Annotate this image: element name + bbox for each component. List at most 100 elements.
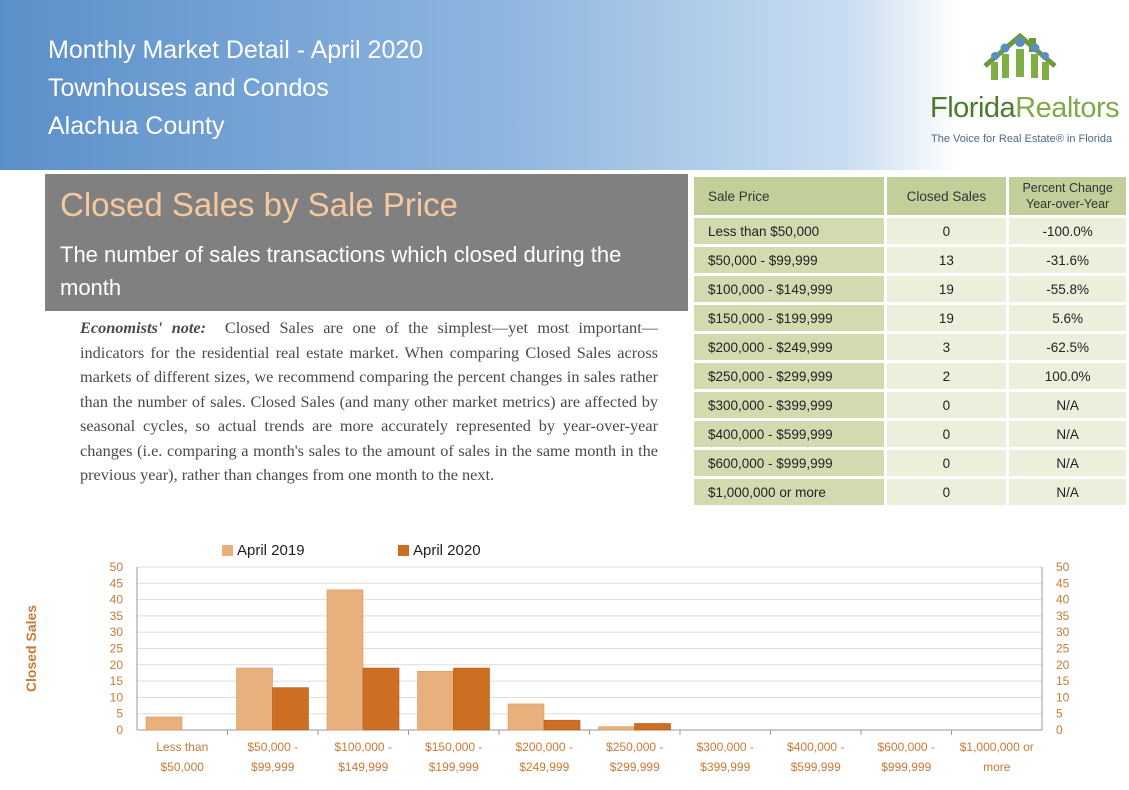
x-tick-label: $99,999 bbox=[251, 760, 295, 774]
section-banner bbox=[45, 174, 688, 311]
people-house-logo-icon bbox=[983, 32, 1057, 80]
y-tick-label-left: 20 bbox=[110, 658, 124, 672]
logo-tagline: The Voice for Real Estate® in Florida bbox=[931, 133, 1113, 145]
x-tick-label: $250,000 - bbox=[606, 740, 663, 754]
y-tick-label-right: 0 bbox=[1056, 723, 1063, 737]
header-closed-sales: Closed Sales bbox=[886, 177, 1007, 215]
x-tick-label: $600,000 - bbox=[878, 740, 935, 754]
cell-percent-change: N/A bbox=[1009, 479, 1126, 505]
y-tick-label-right: 40 bbox=[1056, 593, 1070, 607]
closed-sales-table: Sale Price Closed Sales Percent Change Y… bbox=[691, 174, 1129, 508]
table-row: $150,000 - $199,999 19 5.6% bbox=[694, 305, 1126, 331]
cell-closed-sales: 19 bbox=[886, 305, 1007, 331]
x-tick-label: $400,000 - bbox=[787, 740, 844, 754]
cell-closed-sales: 13 bbox=[886, 247, 1007, 273]
cell-sale-price: $200,000 - $249,999 bbox=[694, 334, 884, 360]
x-tick-label: $300,000 - bbox=[697, 740, 754, 754]
legend-label: April 2019 bbox=[237, 542, 305, 559]
table-row: $100,000 - $149,999 19 -55.8% bbox=[694, 276, 1126, 302]
legend-swatch-april-2020 bbox=[398, 545, 409, 556]
logo-wordmark: FloridaRealtors bbox=[930, 92, 1120, 125]
header-sale-price: Sale Price bbox=[694, 177, 884, 215]
report-header: Monthly Market Detail - April 2020 Townh… bbox=[0, 0, 1129, 170]
y-tick-label-right: 25 bbox=[1056, 642, 1070, 656]
cell-closed-sales: 0 bbox=[886, 479, 1007, 505]
cell-percent-change: -100.0% bbox=[1009, 218, 1126, 244]
bar-april-2020 bbox=[543, 719, 581, 731]
cell-sale-price: $400,000 - $599,999 bbox=[694, 421, 884, 447]
table-row: $200,000 - $249,999 3 -62.5% bbox=[694, 334, 1126, 360]
bar-april-2020 bbox=[453, 667, 490, 731]
y-tick-label-left: 30 bbox=[110, 625, 124, 639]
x-tick-label: $599,999 bbox=[791, 760, 841, 774]
bar-april-2020 bbox=[362, 667, 400, 731]
county-name: Alachua County bbox=[48, 112, 225, 140]
cell-percent-change: 100.0% bbox=[1009, 363, 1126, 389]
x-tick-label: $150,000 - bbox=[425, 740, 482, 754]
table-row: $400,000 - $599,999 0 N/A bbox=[694, 421, 1126, 447]
economists-note: Economists' note: Closed Sales are one o… bbox=[80, 316, 658, 488]
y-tick-label-left: 15 bbox=[110, 674, 124, 688]
cell-sale-price: $1,000,000 or more bbox=[694, 479, 884, 505]
bar-april-2019 bbox=[598, 726, 635, 731]
x-tick-label: $1,000,000 or bbox=[960, 740, 1034, 754]
table-row: Less than $50,000 0 -100.0% bbox=[694, 218, 1126, 244]
y-axis-label: Closed Sales bbox=[23, 605, 39, 692]
cell-percent-change: 5.6% bbox=[1009, 305, 1126, 331]
cell-percent-change: -62.5% bbox=[1009, 334, 1126, 360]
x-tick-label: $50,000 - bbox=[247, 740, 298, 754]
cell-percent-change: -31.6% bbox=[1009, 247, 1126, 273]
y-tick-label-right: 10 bbox=[1056, 690, 1070, 704]
bar-april-2019 bbox=[417, 671, 454, 731]
table-row: $1,000,000 or more 0 N/A bbox=[694, 479, 1126, 505]
cell-sale-price: $250,000 - $299,999 bbox=[694, 363, 884, 389]
y-tick-label-left: 25 bbox=[110, 642, 124, 656]
legend-swatch-april-2019 bbox=[222, 545, 233, 556]
cell-closed-sales: 2 bbox=[886, 363, 1007, 389]
y-tick-label-left: 5 bbox=[116, 707, 123, 721]
table-row: $250,000 - $299,999 2 100.0% bbox=[694, 363, 1126, 389]
y-tick-label-right: 50 bbox=[1056, 560, 1070, 574]
x-tick-label: $200,000 - bbox=[516, 740, 573, 754]
cell-percent-change: -55.8% bbox=[1009, 276, 1126, 302]
bar-april-2019 bbox=[145, 716, 183, 731]
report-title: Monthly Market Detail - April 2020 bbox=[48, 36, 424, 64]
bar-april-2020 bbox=[634, 723, 671, 731]
note-text: Closed Sales are one of the simplest—yet… bbox=[80, 318, 658, 484]
logo-word-florida: Florida bbox=[930, 92, 1016, 124]
section-subtitle: The number of sales transactions which c… bbox=[60, 242, 622, 300]
y-tick-label-right: 15 bbox=[1056, 674, 1070, 688]
table-row: $50,000 - $99,999 13 -31.6% bbox=[694, 247, 1126, 273]
y-tick-label-left: 10 bbox=[110, 690, 124, 704]
cell-sale-price: $100,000 - $149,999 bbox=[694, 276, 884, 302]
cell-percent-change: N/A bbox=[1009, 392, 1126, 418]
legend-label: April 2020 bbox=[413, 542, 481, 559]
cell-sale-price: $150,000 - $199,999 bbox=[694, 305, 884, 331]
closed-sales-bar-chart: 0 0 5 5 10 10 15 15 20 20 25 25 30 30 35 35 40 40 45 45 50 50… bbox=[23, 542, 1070, 774]
bar-april-2019 bbox=[507, 703, 545, 731]
cell-closed-sales: 0 bbox=[886, 218, 1007, 244]
bar-april-2019 bbox=[236, 667, 273, 731]
y-tick-label-right: 20 bbox=[1056, 658, 1070, 672]
cell-closed-sales: 19 bbox=[886, 276, 1007, 302]
table-row: $300,000 - $399,999 0 N/A bbox=[694, 392, 1126, 418]
y-tick-label-left: 50 bbox=[110, 560, 124, 574]
cell-sale-price: $50,000 - $99,999 bbox=[694, 247, 884, 273]
y-tick-label-right: 5 bbox=[1056, 707, 1063, 721]
y-tick-label-left: 0 bbox=[116, 723, 123, 737]
y-tick-label-right: 45 bbox=[1056, 576, 1070, 590]
y-tick-label-left: 35 bbox=[110, 609, 124, 623]
bar-april-2019 bbox=[326, 589, 364, 731]
x-tick-label: $399,999 bbox=[700, 760, 750, 774]
y-tick-label-right: 30 bbox=[1056, 625, 1070, 639]
cell-sale-price: $600,000 - $999,999 bbox=[694, 450, 884, 476]
y-tick-label-left: 45 bbox=[110, 576, 124, 590]
cell-percent-change: N/A bbox=[1009, 450, 1126, 476]
note-label: Economists' note: bbox=[80, 318, 207, 337]
x-tick-label: $149,999 bbox=[338, 760, 388, 774]
cell-closed-sales: 0 bbox=[886, 421, 1007, 447]
cell-sale-price: Less than $50,000 bbox=[694, 218, 884, 244]
header-percent-change: Percent Change Year-over-Year bbox=[1009, 177, 1126, 215]
x-tick-label: $199,999 bbox=[429, 760, 479, 774]
x-tick-label: Less than bbox=[156, 740, 208, 754]
